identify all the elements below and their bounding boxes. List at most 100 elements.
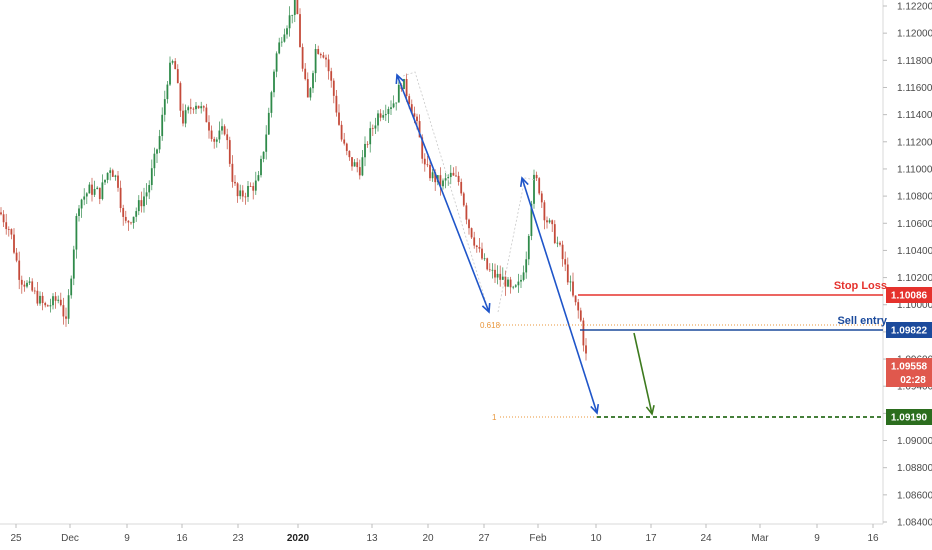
candle-body [514,285,517,287]
candle-body [306,79,309,98]
candle-body [137,200,140,212]
x-tick-label: 20 [422,533,434,544]
candle-body [475,245,478,248]
candle-body [111,170,114,177]
candle-body [358,167,361,176]
candle-body [572,281,574,296]
candle-body [52,296,54,306]
x-tick-label: Feb [529,533,547,544]
candle-body [470,228,473,238]
candle-body [522,272,525,280]
candle-body [291,14,294,16]
candle-body [468,219,470,229]
candle-body [403,79,405,89]
candle-body [124,216,127,221]
x-tick-label: 10 [590,533,602,544]
candle-body [231,163,234,182]
candle-body [371,128,374,129]
candle-body [239,190,242,197]
candle-body [569,281,572,283]
candle-body [70,278,73,296]
candle-body [15,252,18,261]
candle-body [447,177,450,179]
candle-body [46,305,49,307]
drawing-overlays: 0.618 1 [395,71,883,422]
candle-body [525,259,528,273]
candle-body [91,184,93,195]
candle-body [59,299,62,306]
sell-entry-label: Sell entry [837,315,887,327]
candle-body [187,107,190,111]
x-tick-label: 13 [366,533,378,544]
candle-body [374,125,377,129]
candle-body [478,247,481,249]
candle-body [228,140,231,164]
candle-body [122,208,125,217]
candle-body [327,59,330,72]
candle-body [119,187,122,209]
candle-body [98,187,101,199]
candle-body [299,14,301,48]
candle-body [494,269,496,278]
x-tick-label: 16 [176,533,188,544]
y-tick-label: 1.10400 [897,246,932,257]
candle-body [72,249,75,279]
y-tick-label: 1.11800 [897,56,932,67]
candle-body [31,281,34,291]
take-profit-badge [886,409,932,425]
pattern-connector [402,71,490,313]
candle-body [405,79,408,97]
y-tick-label: 1.08400 [897,518,932,529]
candle-body [270,92,273,113]
candle-body [452,172,455,176]
candle-body [65,316,67,319]
candle-body [78,208,80,216]
candle-body [460,181,463,194]
candle-body [361,157,364,176]
candle-body [28,281,31,283]
candle-body [418,121,421,138]
candle-body [322,55,325,58]
y-tick-label: 1.10200 [897,273,932,284]
candle-body [148,185,151,193]
y-axis-ticks[interactable]: 1.12200 1.12000 1.11800 1.11600 1.11400 1.112… [883,2,932,529]
candle-body [439,175,442,187]
candle-body [215,139,218,142]
candle-body [5,222,8,230]
candle-body [423,158,426,165]
candle-body [520,279,522,282]
candle-body [176,69,179,84]
candle-body [114,175,117,177]
candle-body [10,229,13,235]
candle-body [582,320,585,346]
candle-body [317,49,320,54]
leg-a-arrow-head [481,302,491,314]
fib-0618-label: 0.618 [480,321,501,330]
target-arrow [633,332,653,415]
candle-body [356,162,359,168]
candle-body [509,279,512,288]
candle-body [556,242,559,244]
x-tick-label: 23 [232,533,244,544]
candle-body [408,96,411,105]
candle-body [345,143,348,151]
candle-body [275,53,278,72]
candle-body [265,134,268,152]
candle-body [49,305,52,307]
candlestick-series [0,0,587,361]
stop-loss-value: 1.10086 [891,291,928,302]
candle-body [426,164,429,166]
x-tick-label: 25 [10,533,22,544]
y-tick-label: 1.09000 [897,436,932,447]
candle-body [288,15,291,29]
x-axis-ticks[interactable]: 25 Dec 9 16 23 2020 13 20 27 Feb 10 17 24 Mar 9 16 [10,524,879,544]
candle-body [449,172,452,178]
candle-body [41,295,44,304]
candle-body [252,186,255,191]
candle-body [473,237,476,246]
candle-body [309,88,312,98]
candle-body [169,62,171,85]
candle-body [314,49,317,74]
candle-body [392,103,395,108]
